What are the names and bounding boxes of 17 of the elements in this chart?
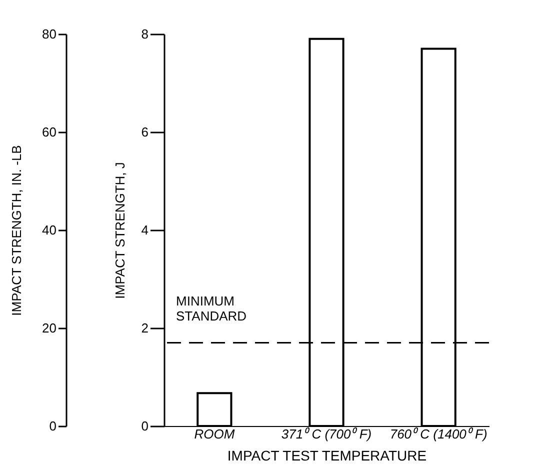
- y2-tick-label: 40: [42, 222, 56, 238]
- y-axis-title: IMPACT STRENGTH, J: [112, 162, 128, 299]
- y2-tick-label: 20: [42, 320, 56, 336]
- y2-axis-title: IMPACT STRENGTH, IN. -LB: [9, 145, 24, 316]
- y-tick-label: 2: [141, 320, 148, 336]
- y2-tick-label: 60: [42, 124, 56, 140]
- y-tick-label: 8: [141, 26, 148, 42]
- ref-line-label: MINIMUM STANDARD: [176, 294, 247, 324]
- x-axis-title: IMPACT TEST TEMPERATURE: [227, 448, 427, 464]
- x-tick-label: 371⁰ C (700⁰ F): [281, 426, 372, 442]
- y-tick-label: 6: [141, 124, 148, 140]
- y-tick-label: 0: [141, 418, 148, 434]
- x-tick-label: ROOM: [194, 426, 235, 442]
- y2-tick-label: 0: [49, 418, 56, 434]
- x-tick-label: 760⁰ C (1400⁰ F): [390, 426, 488, 442]
- y2-tick-label: 80: [42, 26, 56, 42]
- y-tick-label: 4: [141, 222, 148, 238]
